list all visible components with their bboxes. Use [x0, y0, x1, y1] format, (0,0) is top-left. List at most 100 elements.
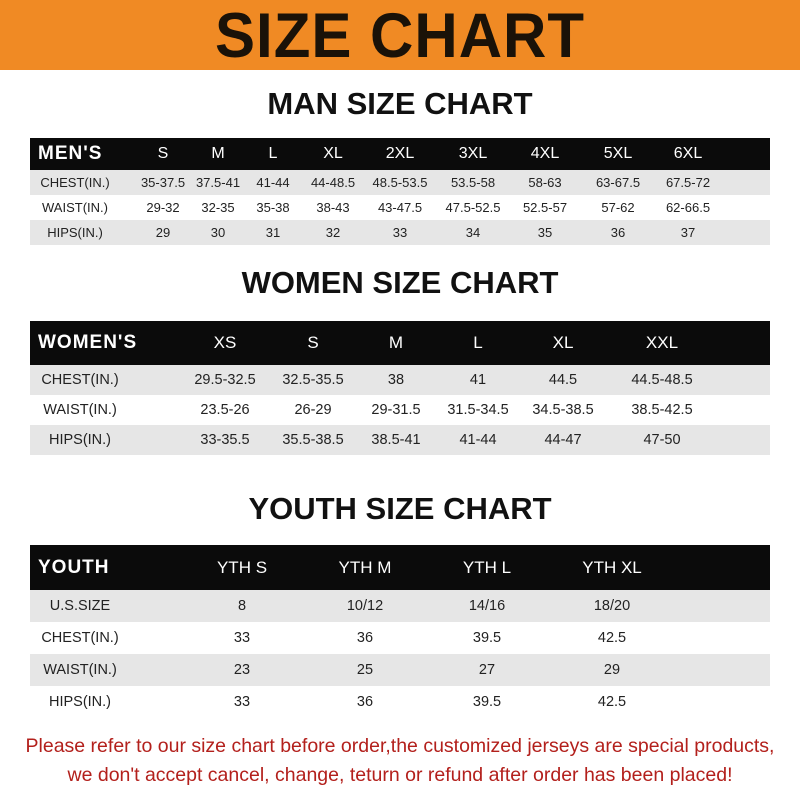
table-cell: 34	[465, 225, 481, 240]
table-cell: 44-48.5	[310, 175, 356, 190]
table-row: WAIST(IN.) 23 25 27 29	[30, 654, 770, 686]
table-cell: 37	[680, 225, 696, 240]
table-row: CHEST(IN.) 33 36 39.5 42.5	[30, 622, 770, 654]
measurement-label: WAIST(IN.)	[43, 662, 117, 678]
table-row: CHEST(IN.) 35-37.5 37.5-41 41-44 44-48.5 48.5…	[30, 170, 770, 195]
measurement-label: CHEST(IN.)	[41, 372, 119, 388]
youth-section-title: YOUTH SIZE CHART	[248, 491, 552, 526]
table-cell: 27	[478, 662, 496, 678]
table-cell: 18/20	[593, 598, 631, 614]
table-cell: 38.5-42.5	[631, 402, 693, 418]
measurement-label: CHEST(IN.)	[41, 630, 119, 646]
table-cell: 36	[356, 694, 374, 710]
table-cell: 29-32	[146, 200, 180, 215]
size-header-cell: M	[388, 333, 404, 352]
size-header-cell: YTH L	[462, 557, 512, 577]
table-cell: 23	[233, 662, 251, 678]
banner-title: SIZE CHART	[215, 0, 585, 71]
table-row: HIPS(IN.) 33-35.5 35.5-38.5 38.5-41 41-44 44-…	[30, 425, 770, 455]
table-cell: 62-66.5	[665, 200, 711, 215]
table-cell: 32	[325, 225, 341, 240]
size-header-cell: XL	[323, 145, 343, 162]
size-header-cell: 4XL	[530, 145, 560, 162]
table-cell: 36	[356, 630, 374, 646]
table-cell: 47-50	[643, 432, 681, 448]
table-cell: 29-31.5	[371, 402, 421, 418]
men-header-row: MEN'S S M L XL 2XL 3XL 4XL 5XL 6XL	[30, 138, 770, 170]
table-cell: 42.5	[597, 630, 627, 646]
size-header-cell: XL	[552, 333, 574, 352]
table-cell: 34.5-38.5	[532, 402, 594, 418]
table-cell: 38.5-41	[371, 432, 421, 448]
table-cell: 29	[155, 225, 171, 240]
table-cell: 53.5-58	[450, 175, 496, 190]
table-cell: 33	[233, 630, 251, 646]
table-cell: 33	[392, 225, 408, 240]
table-cell: 35-38	[256, 200, 290, 215]
table-cell: 47.5-52.5	[445, 200, 501, 215]
table-row: WAIST(IN.) 23.5-26 26-29 29-31.5 31.5-34.5 34…	[30, 395, 770, 425]
table-cell: 63-67.5	[595, 175, 641, 190]
table-cell: 41	[469, 372, 487, 388]
table-cell: 39.5	[472, 694, 502, 710]
table-cell: 58-63	[528, 175, 562, 190]
table-cell: 44.5-48.5	[631, 372, 693, 388]
measurement-label: WAIST(IN.)	[42, 200, 108, 215]
size-header-cell: S	[307, 333, 319, 352]
measurement-label: HIPS(IN.)	[48, 432, 112, 448]
table-cell: 38	[387, 372, 405, 388]
table-cell: 30	[210, 225, 226, 240]
table-cell: 29	[603, 662, 621, 678]
table-cell: 39.5	[472, 630, 502, 646]
table-cell: 14/16	[468, 598, 506, 614]
table-cell: 37.5-41	[195, 175, 241, 190]
table-cell: 29.5-32.5	[194, 372, 256, 388]
table-cell: 8	[237, 598, 247, 614]
table-row: HIPS(IN.) 33 36 39.5 42.5	[30, 686, 770, 718]
women-header-row: WOMEN'S XS S M L XL XXL	[30, 321, 770, 365]
table-cell: 36	[610, 225, 626, 240]
size-header-cell: YTH M	[338, 557, 392, 577]
measurement-label: HIPS(IN.)	[47, 225, 103, 240]
size-header-cell: L	[268, 145, 278, 162]
table-cell: 33	[233, 694, 251, 710]
size-header-cell: 6XL	[673, 145, 703, 162]
table-cell: 67.5-72	[665, 175, 711, 190]
table-cell: 41-44	[459, 432, 497, 448]
table-cell: 35.5-38.5	[282, 432, 344, 448]
table-cell: 43-47.5	[377, 200, 423, 215]
table-cell: 31	[265, 225, 281, 240]
table-cell: 26-29	[294, 402, 332, 418]
table-cell: 25	[356, 662, 374, 678]
table-cell: 35-37.5	[140, 175, 186, 190]
size-header-cell: XXL	[645, 333, 679, 352]
table-row: WAIST(IN.) 29-32 32-35 35-38 38-43 43-47.5 47.…	[30, 195, 770, 220]
table-cell: 42.5	[597, 694, 627, 710]
youth-header-row: YOUTH YTH S YTH M YTH L YTH XL	[30, 545, 770, 590]
table-cell: 31.5-34.5	[447, 402, 509, 418]
table-cell: 32.5-35.5	[282, 372, 344, 388]
size-header-cell: M	[211, 145, 225, 162]
table-cell: 23.5-26	[200, 402, 250, 418]
measurement-label: CHEST(IN.)	[40, 175, 110, 190]
table-row: U.S.SIZE 8 10/12 14/16 18/20	[30, 590, 770, 622]
table-cell: 48.5-53.5	[372, 175, 428, 190]
table-cell: 44.5	[548, 372, 578, 388]
measurement-label: U.S.SIZE	[49, 598, 111, 614]
table-cell: 41-44	[256, 175, 290, 190]
table-row: CHEST(IN.) 29.5-32.5 32.5-35.5 38 41 44.5 44.5…	[30, 365, 770, 395]
table-row: HIPS(IN.) 29 30 31 32 33 34 35 36 37	[30, 220, 770, 245]
table-cell: 32-35	[201, 200, 235, 215]
table-cell: 33-35.5	[200, 432, 250, 448]
measurement-label: WAIST(IN.)	[43, 402, 117, 418]
table-cell: 44-47	[544, 432, 582, 448]
men-section-title: MAN SIZE CHART	[267, 86, 533, 121]
size-header-cell: 5XL	[603, 145, 633, 162]
table-corner-label: MEN'S	[38, 143, 103, 164]
size-chart-banner: SIZE CHART	[0, 0, 800, 70]
size-header-cell: 3XL	[458, 145, 488, 162]
table-cell: 10/12	[346, 598, 384, 614]
table-corner-label: YOUTH	[38, 556, 110, 578]
table-corner-label: WOMEN'S	[38, 332, 138, 353]
table-cell: 38-43	[316, 200, 350, 215]
